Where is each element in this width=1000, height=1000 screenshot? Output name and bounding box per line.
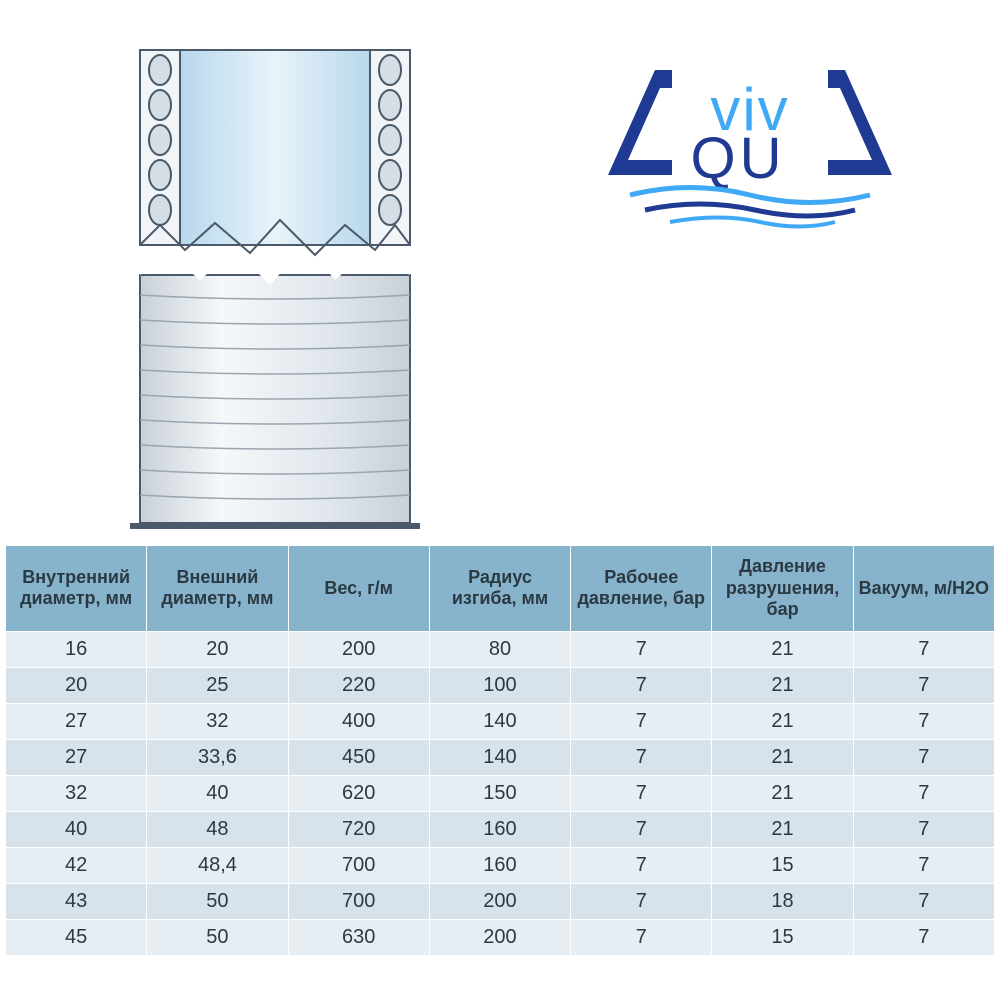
table-header-cell: Вес, г/м bbox=[288, 546, 429, 632]
table-cell: 50 bbox=[147, 919, 288, 955]
table-cell: 7 bbox=[571, 811, 712, 847]
hose-cross-section-diagram bbox=[130, 45, 420, 530]
table-cell: 21 bbox=[712, 703, 853, 739]
table-cell: 140 bbox=[429, 739, 570, 775]
table-cell: 21 bbox=[712, 739, 853, 775]
table-cell: 150 bbox=[429, 775, 570, 811]
table-cell: 7 bbox=[571, 775, 712, 811]
table-cell: 7 bbox=[853, 919, 994, 955]
table-header-cell: Давление разрушения, бар bbox=[712, 546, 853, 632]
table-cell: 25 bbox=[147, 667, 288, 703]
table-cell: 450 bbox=[288, 739, 429, 775]
table-cell: 80 bbox=[429, 631, 570, 667]
table-cell: 48 bbox=[147, 811, 288, 847]
table-cell: 200 bbox=[288, 631, 429, 667]
table-cell: 7 bbox=[853, 631, 994, 667]
table-cell: 40 bbox=[147, 775, 288, 811]
table-cell: 200 bbox=[429, 883, 570, 919]
table-cell: 32 bbox=[147, 703, 288, 739]
table-cell: 20 bbox=[147, 631, 288, 667]
table-row: 2733,64501407217 bbox=[6, 739, 995, 775]
table-cell: 27 bbox=[6, 703, 147, 739]
table-row: 40487201607217 bbox=[6, 811, 995, 847]
table-cell: 15 bbox=[712, 919, 853, 955]
table-header-cell: Вакуум, м/H2O bbox=[853, 546, 994, 632]
table-row: 4248,47001607157 bbox=[6, 847, 995, 883]
table-cell: 43 bbox=[6, 883, 147, 919]
aviva-qua-logo: viv QU bbox=[600, 60, 900, 240]
table-cell: 21 bbox=[712, 667, 853, 703]
table-cell: 160 bbox=[429, 811, 570, 847]
table-cell: 7 bbox=[853, 775, 994, 811]
table-cell: 7 bbox=[571, 919, 712, 955]
table-cell: 140 bbox=[429, 703, 570, 739]
table-row: 43507002007187 bbox=[6, 883, 995, 919]
table-cell: 42 bbox=[6, 847, 147, 883]
table-header-cell: Внешний диаметр, мм bbox=[147, 546, 288, 632]
table-header-cell: Рабочее давление, бар bbox=[571, 546, 712, 632]
table-cell: 18 bbox=[712, 883, 853, 919]
table-cell: 50 bbox=[147, 883, 288, 919]
table-cell: 620 bbox=[288, 775, 429, 811]
table-row: 32406201507217 bbox=[6, 775, 995, 811]
table-row: 1620200807217 bbox=[6, 631, 995, 667]
table-cell: 7 bbox=[571, 667, 712, 703]
table-cell: 48,4 bbox=[147, 847, 288, 883]
table-cell: 7 bbox=[571, 703, 712, 739]
table-row: 20252201007217 bbox=[6, 667, 995, 703]
table-cell: 40 bbox=[6, 811, 147, 847]
table-cell: 7 bbox=[853, 883, 994, 919]
svg-text:QU: QU bbox=[691, 126, 786, 191]
table-cell: 720 bbox=[288, 811, 429, 847]
table-cell: 21 bbox=[712, 631, 853, 667]
table-cell: 45 bbox=[6, 919, 147, 955]
table-cell: 400 bbox=[288, 703, 429, 739]
table-header-cell: Радиус изгиба, мм bbox=[429, 546, 570, 632]
table-cell: 7 bbox=[853, 811, 994, 847]
table-cell: 15 bbox=[712, 847, 853, 883]
table-cell: 21 bbox=[712, 775, 853, 811]
table-row: 27324001407217 bbox=[6, 703, 995, 739]
table-cell: 21 bbox=[712, 811, 853, 847]
table-cell: 32 bbox=[6, 775, 147, 811]
table-cell: 700 bbox=[288, 883, 429, 919]
table-cell: 700 bbox=[288, 847, 429, 883]
table-cell: 7 bbox=[853, 667, 994, 703]
table-cell: 20 bbox=[6, 667, 147, 703]
table-row: 45506302007157 bbox=[6, 919, 995, 955]
table-cell: 7 bbox=[571, 631, 712, 667]
table-cell: 7 bbox=[853, 703, 994, 739]
table-cell: 33,6 bbox=[147, 739, 288, 775]
table-cell: 7 bbox=[571, 883, 712, 919]
table-cell: 100 bbox=[429, 667, 570, 703]
table-cell: 160 bbox=[429, 847, 570, 883]
table-cell: 220 bbox=[288, 667, 429, 703]
table-header-cell: Внутренний диаметр, мм bbox=[6, 546, 147, 632]
table-cell: 630 bbox=[288, 919, 429, 955]
table-cell: 200 bbox=[429, 919, 570, 955]
table-cell: 7 bbox=[853, 847, 994, 883]
table-cell: 7 bbox=[571, 739, 712, 775]
specifications-table: Внутренний диаметр, ммВнешний диаметр, м… bbox=[5, 545, 995, 956]
table-cell: 27 bbox=[6, 739, 147, 775]
table-cell: 16 bbox=[6, 631, 147, 667]
table-cell: 7 bbox=[571, 847, 712, 883]
table-cell: 7 bbox=[853, 739, 994, 775]
